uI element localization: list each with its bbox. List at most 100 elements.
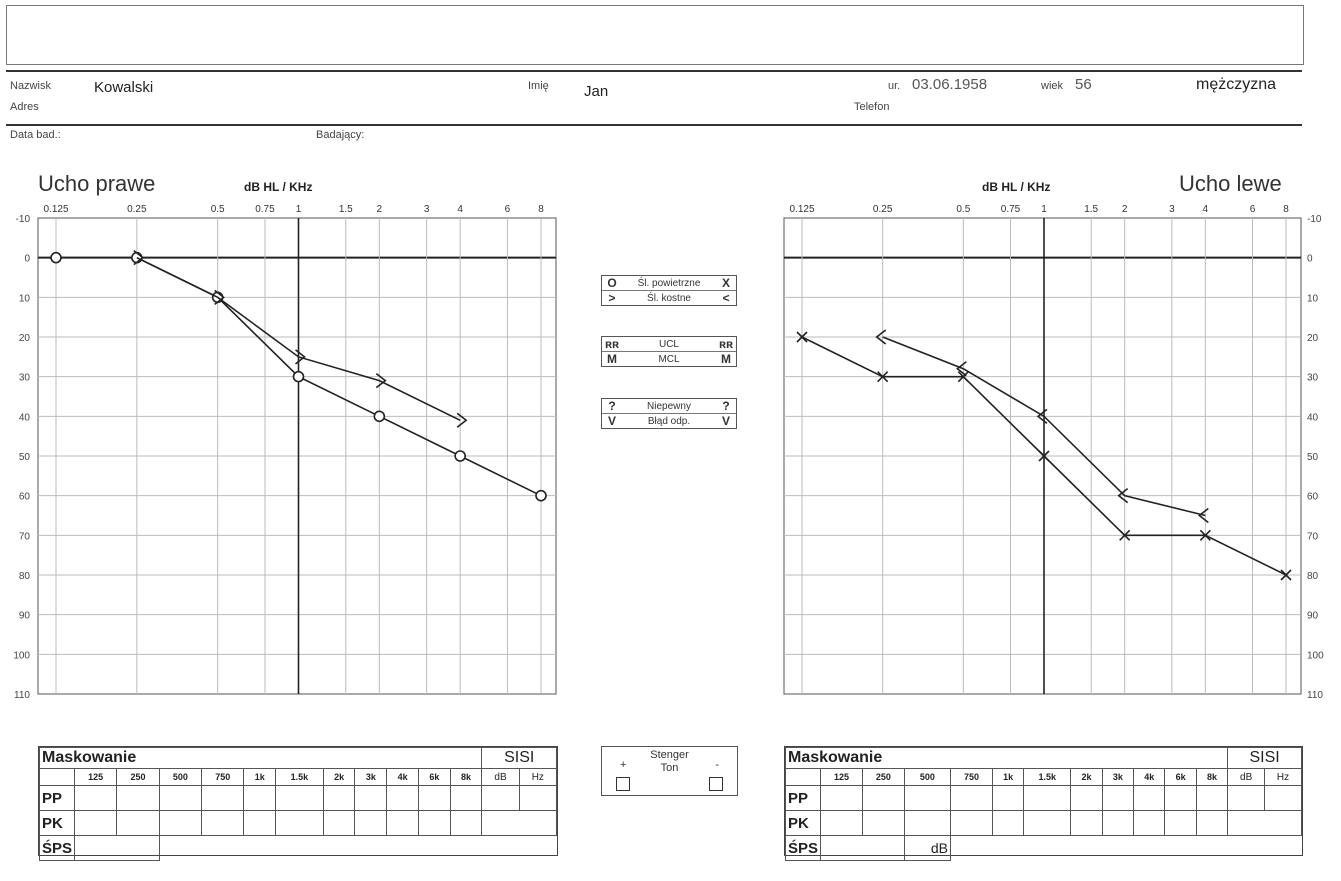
sisi-hz-cell[interactable] (1264, 785, 1302, 811)
mask-input-cell[interactable] (1070, 810, 1103, 836)
bone-label: Śl. kostne (647, 292, 691, 304)
mask-input-cell[interactable] (275, 810, 324, 836)
x-tick-label: 0.25 (873, 204, 893, 215)
name-value: Jan (584, 83, 609, 100)
conduction-legend: O Śl. powietrzne X > Śl. kostne < (601, 275, 737, 306)
stenger-minus-checkbox[interactable] (709, 777, 723, 791)
mask-input-cell[interactable] (449, 810, 483, 836)
mask-freq-header: 1k (991, 768, 1025, 786)
mask-input-cell[interactable] (116, 785, 160, 811)
data-point-cross (1119, 529, 1131, 541)
x-tick-label: 0.5 (211, 204, 225, 215)
mask-input-cell[interactable] (1023, 810, 1072, 836)
data-point-chevron-right (456, 412, 468, 428)
mask-input-cell[interactable] (74, 785, 118, 811)
sps-input-cell[interactable] (74, 835, 160, 861)
y-tick-label: 20 (19, 333, 31, 344)
mask-input-cell[interactable] (950, 785, 993, 811)
mask-input-cell[interactable] (820, 810, 863, 836)
mask-input-cell[interactable] (1164, 785, 1197, 811)
mask-input-cell[interactable] (1195, 785, 1229, 811)
mask-input-cell[interactable] (861, 810, 905, 836)
mask-input-cell[interactable] (275, 785, 324, 811)
data-point-circle (535, 489, 547, 502)
age-label: wiek (1041, 80, 1064, 92)
sisi-title: SISI (1227, 747, 1302, 769)
stenger-title: Stenger (650, 749, 689, 761)
mask-freq-header: 125 (820, 768, 863, 786)
sps-input-cell[interactable] (820, 835, 905, 861)
mask-row-0: PP (38, 785, 558, 811)
mask-input-cell[interactable] (1023, 785, 1072, 811)
data-point-circle (454, 450, 466, 462)
mask-input-cell[interactable] (1101, 785, 1135, 811)
mask-input-cell[interactable] (1101, 810, 1135, 836)
mask-input-cell[interactable] (74, 810, 118, 836)
mask-input-cell[interactable] (386, 785, 419, 811)
legend-false-row: V Błąd odp. V (602, 413, 736, 428)
mask-input-cell[interactable] (861, 785, 905, 811)
left-ear-audiogram: -10 0 10 20 30 40 50 60 70 80 90 100 110 0.125 0.25 0.5… (783, 204, 1324, 701)
mask-title-row: Maskowanie SISI (784, 747, 1302, 769)
mask-input-cell[interactable] (903, 785, 952, 811)
left-chart-unit: dB HL / KHz (982, 180, 1051, 194)
y-tick-label: 10 (19, 293, 31, 304)
mask-input-cell[interactable] (386, 810, 419, 836)
mask-input-cell[interactable] (322, 785, 356, 811)
mask-input-cell[interactable] (417, 810, 451, 836)
x-tick-label: 8 (1283, 204, 1289, 215)
response-legend: ? Niepewny ? V Błąd odp. V (601, 398, 737, 429)
sisi-title: SISI (481, 747, 557, 769)
y-tick-label: 110 (14, 690, 30, 701)
mask-input-cell[interactable] (1164, 810, 1197, 836)
right-ear-audiogram: -10 0 10 20 30 40 50 60 70 80 90 100 110 0.125 0.25 0.5… (13, 204, 557, 701)
ucl-left-symbol: ʀʀ (718, 337, 733, 351)
sisi-db-cell[interactable] (481, 785, 520, 811)
surname-value: Kowalski (94, 79, 154, 96)
mask-input-cell[interactable] (354, 785, 388, 811)
mask-input-cell[interactable] (201, 785, 245, 811)
mask-input-cell[interactable] (991, 785, 1025, 811)
data-point-chevron-left (1198, 507, 1209, 524)
mask-input-cell[interactable] (991, 810, 1025, 836)
ucl-right-symbol: ʀʀ (605, 337, 620, 351)
mask-input-cell[interactable] (449, 785, 483, 811)
left-masking-grid: Maskowanie SISI 125 250 500 750 1k 1.5k 2k 3k 4k 6k… (784, 747, 1302, 861)
mask-input-cell[interactable] (158, 785, 203, 811)
mask-input-cell[interactable] (950, 810, 993, 836)
sisi-db-cell[interactable] (1227, 785, 1266, 811)
right-chart-unit: dB HL / KHz (244, 180, 313, 194)
x-tick-label: 8 (538, 204, 544, 215)
y-tick-label: 20 (1307, 333, 1319, 344)
y-tick-label: 0 (1307, 254, 1313, 265)
mask-input-cell[interactable] (1133, 810, 1166, 836)
x-tick-label: 3 (1169, 204, 1175, 215)
mask-freq-header: 4k (1133, 768, 1166, 786)
mask-input-cell[interactable] (158, 810, 203, 836)
mask-input-cell[interactable] (820, 785, 863, 811)
mask-input-cell[interactable] (201, 810, 245, 836)
uncertain-label: Niepewny (647, 400, 691, 412)
sisi-hz-header: Hz (1264, 768, 1302, 786)
mask-input-cell[interactable] (1133, 785, 1166, 811)
data-point-chevron-left (875, 329, 887, 345)
mask-input-cell[interactable] (322, 810, 356, 836)
mask-input-cell[interactable] (116, 810, 160, 836)
sisi-hz-cell[interactable] (518, 785, 558, 811)
mask-input-cell[interactable] (1070, 785, 1103, 811)
mask-input-cell[interactable] (354, 810, 388, 836)
data-point-circle (50, 251, 62, 264)
stenger-plus-checkbox[interactable] (616, 777, 630, 791)
data-point-cross (1199, 529, 1211, 541)
mask-freq-header: 8k (449, 768, 483, 786)
data-point-chevron-left (1036, 408, 1048, 424)
x-tick-label: 1 (1041, 204, 1047, 215)
mask-input-cell[interactable] (903, 810, 952, 836)
mask-input-cell[interactable] (243, 810, 277, 836)
mask-input-cell[interactable] (417, 785, 451, 811)
mask-input-cell[interactable] (243, 785, 277, 811)
mask-input-cell[interactable] (1195, 810, 1229, 836)
mask-corner (784, 768, 822, 786)
y-tick-label: 100 (13, 650, 30, 661)
series-line (136, 256, 461, 422)
